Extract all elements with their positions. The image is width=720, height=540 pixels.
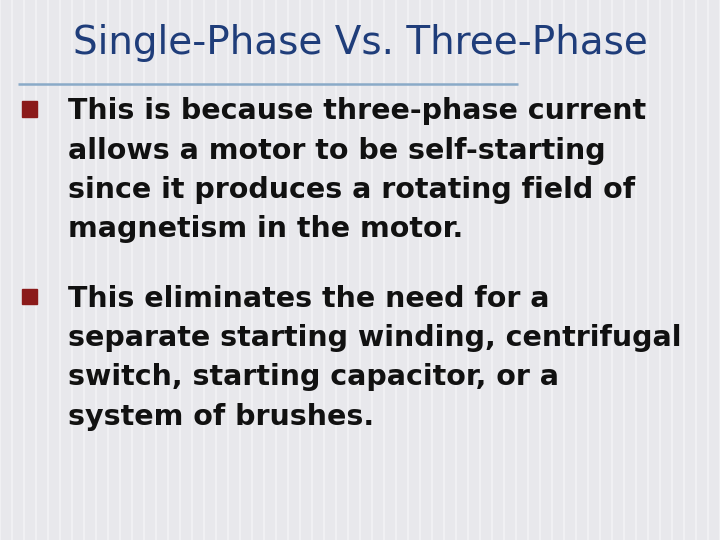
Text: Single-Phase Vs. Three-Phase: Single-Phase Vs. Three-Phase [73,24,647,62]
Text: since it produces a rotating field of: since it produces a rotating field of [68,176,636,204]
Text: system of brushes.: system of brushes. [68,403,374,431]
Text: This is because three-phase current: This is because three-phase current [68,97,647,125]
Text: separate starting winding, centrifugal: separate starting winding, centrifugal [68,324,682,352]
Text: This eliminates the need for a: This eliminates the need for a [68,285,550,313]
Bar [22,289,37,304]
Text: allows a motor to be self-starting: allows a motor to be self-starting [68,137,606,165]
Text: switch, starting capacitor, or a: switch, starting capacitor, or a [68,363,559,392]
Bar [22,102,37,117]
Text: magnetism in the motor.: magnetism in the motor. [68,215,464,244]
